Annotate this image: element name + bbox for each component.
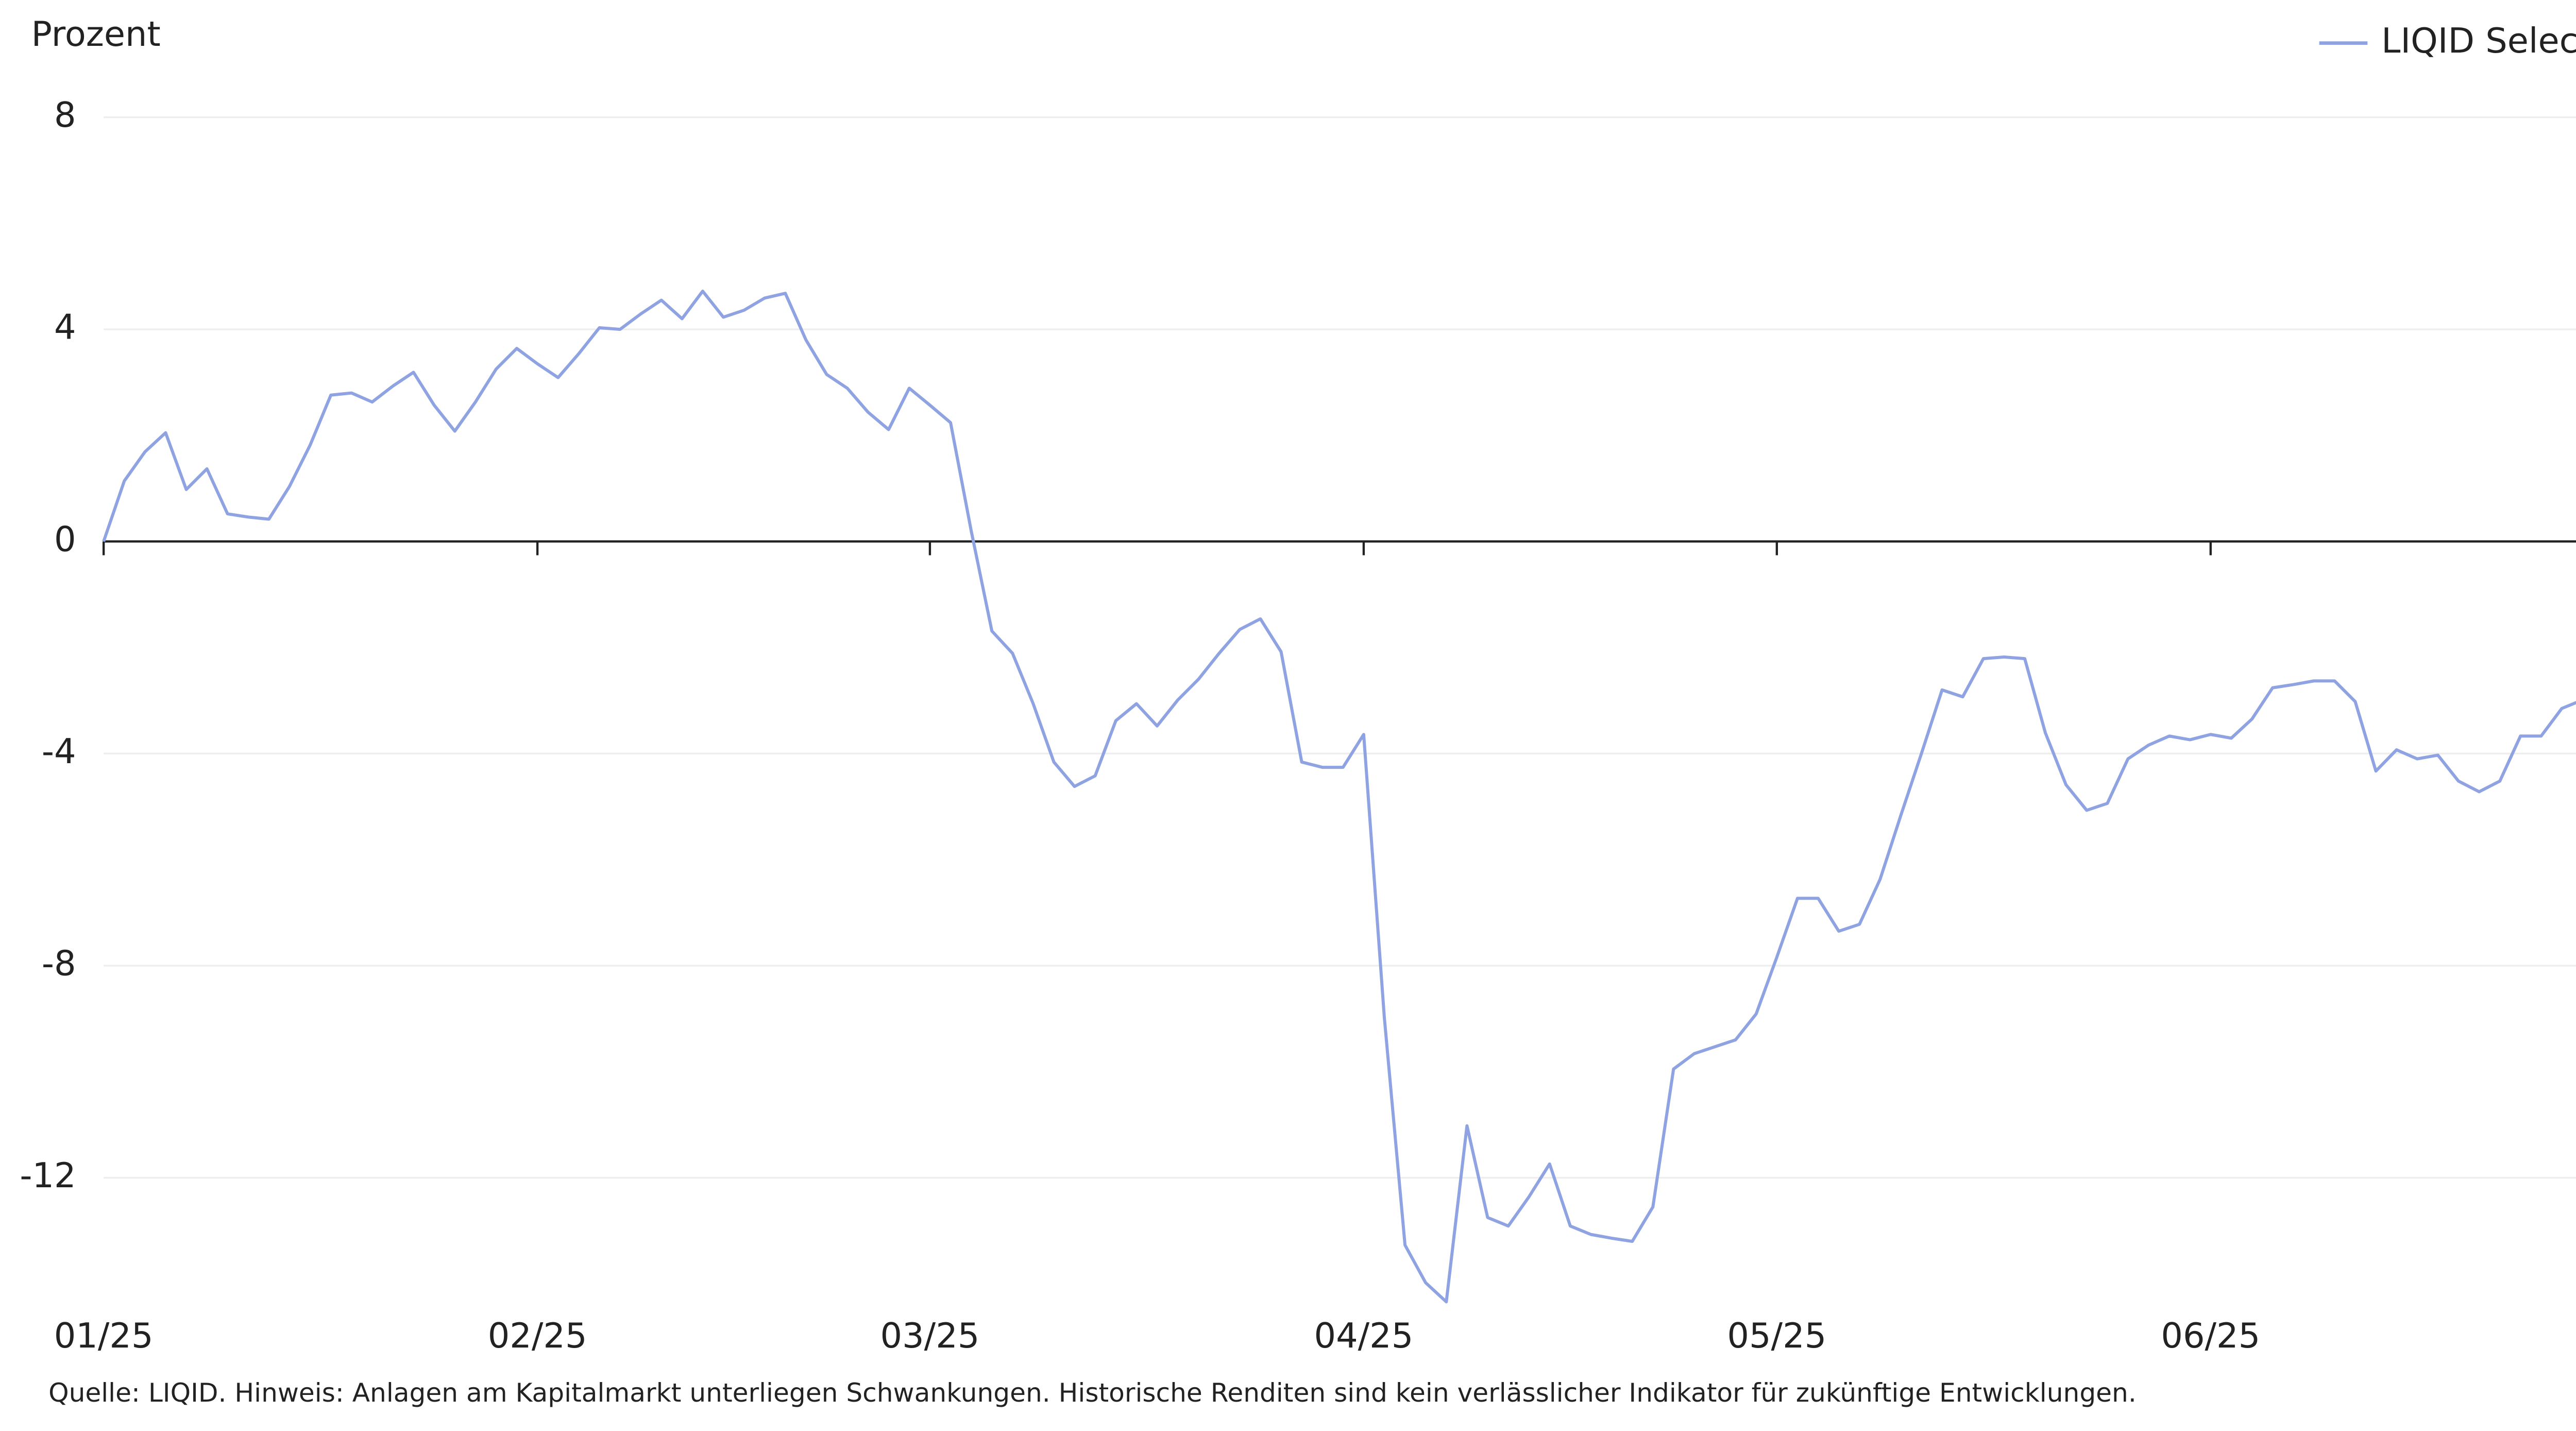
x-tick-label: 03/25 bbox=[880, 1316, 980, 1356]
x-tick-label: 04/25 bbox=[1314, 1316, 1414, 1356]
x-tick-label: 06/25 bbox=[2161, 1316, 2260, 1356]
y-tick-label: -8 bbox=[42, 943, 76, 983]
footnote: Quelle: LIQID. Hinweis: Anlagen am Kapit… bbox=[48, 1377, 2137, 1408]
x-tick-label: 05/25 bbox=[1727, 1316, 1826, 1356]
legend-label: LIQID Select 100 bbox=[2381, 21, 2576, 61]
y-tick-label: 4 bbox=[54, 307, 76, 347]
x-tick-label: 01/25 bbox=[54, 1316, 154, 1356]
x-tick-label: 07/25 bbox=[2574, 1316, 2576, 1356]
line-series bbox=[102, 290, 2576, 1304]
y-tick-label: 0 bbox=[54, 519, 76, 559]
y-tick-label: -12 bbox=[20, 1155, 76, 1196]
y-axis-label: Prozent bbox=[31, 14, 161, 54]
y-tick-label: -4 bbox=[42, 731, 76, 771]
y-tick-label: 8 bbox=[54, 95, 76, 135]
x-tick-label: 02/25 bbox=[488, 1316, 587, 1356]
